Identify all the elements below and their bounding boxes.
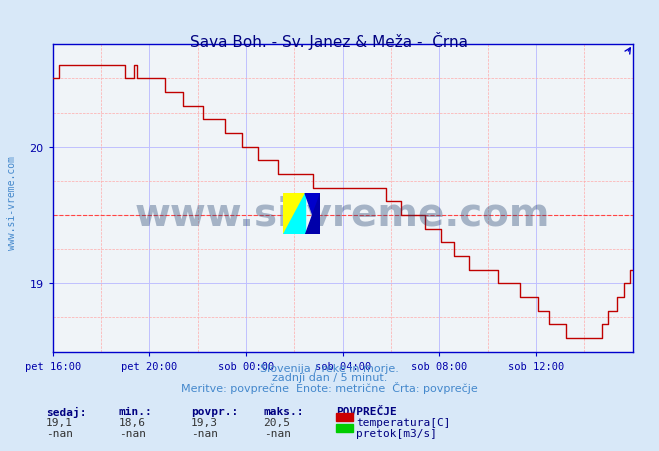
Text: povpr.:: povpr.:	[191, 406, 239, 416]
Text: 18,6: 18,6	[119, 417, 146, 427]
Text: -nan: -nan	[191, 428, 218, 438]
Text: pretok[m3/s]: pretok[m3/s]	[356, 428, 437, 438]
Text: temperatura[C]: temperatura[C]	[356, 417, 450, 427]
Text: -nan: -nan	[264, 428, 291, 438]
Text: 20,5: 20,5	[264, 417, 291, 427]
Polygon shape	[283, 194, 305, 235]
Polygon shape	[305, 194, 320, 235]
Text: 19,1: 19,1	[46, 417, 73, 427]
Text: POVPREČJE: POVPREČJE	[336, 406, 397, 416]
Text: maks.:: maks.:	[264, 406, 304, 416]
Text: -nan: -nan	[46, 428, 73, 438]
Text: zadnji dan / 5 minut.: zadnji dan / 5 minut.	[272, 372, 387, 382]
Text: Sava Boh. - Sv. Janez & Meža -  Črna: Sava Boh. - Sv. Janez & Meža - Črna	[190, 32, 469, 50]
Text: www.si-vreme.com: www.si-vreme.com	[7, 156, 16, 250]
Text: -nan: -nan	[119, 428, 146, 438]
Text: www.si-vreme.com: www.si-vreme.com	[135, 195, 550, 233]
Text: Meritve: povprečne  Enote: metrične  Črta: povprečje: Meritve: povprečne Enote: metrične Črta:…	[181, 381, 478, 393]
Text: sedaj:: sedaj:	[46, 406, 86, 417]
Text: min.:: min.:	[119, 406, 152, 416]
Text: 19,3: 19,3	[191, 417, 218, 427]
Polygon shape	[283, 194, 305, 235]
Polygon shape	[305, 194, 320, 235]
Text: Slovenija / reke in morje.: Slovenija / reke in morje.	[260, 363, 399, 373]
